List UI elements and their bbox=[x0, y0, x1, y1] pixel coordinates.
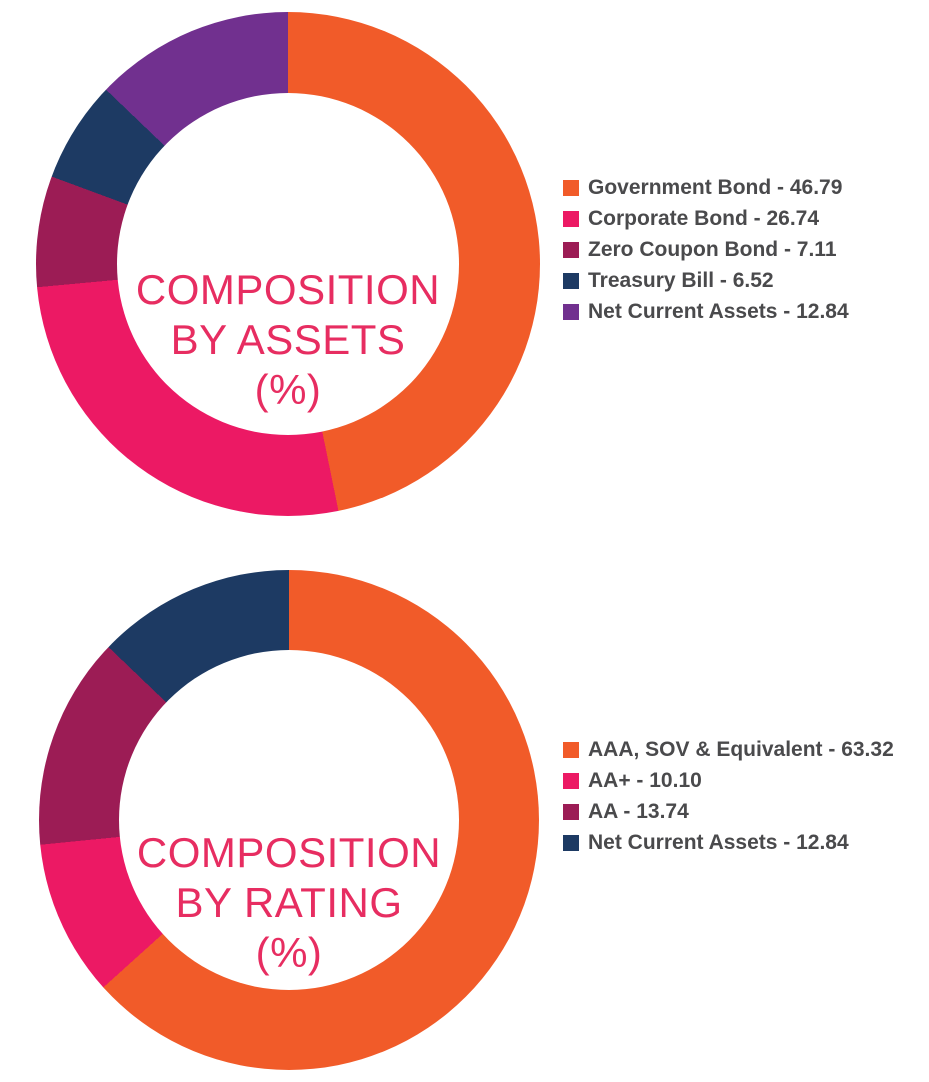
rating-title-line-1: COMPOSITION bbox=[136, 829, 442, 876]
legend-item: AA+ - 10.10 bbox=[563, 765, 915, 796]
legend-label: Treasury Bill - 6.52 bbox=[588, 269, 774, 292]
legend-label: Zero Coupon Bond - 7.11 bbox=[588, 238, 837, 261]
legend-label: Corporate Bond - 26.74 bbox=[588, 207, 820, 230]
legend-swatch bbox=[563, 211, 579, 227]
legend-swatch bbox=[563, 304, 579, 320]
legend-label: Net Current Assets - 12.84 bbox=[588, 300, 849, 323]
legend-swatch bbox=[563, 835, 579, 851]
assets-title-line-2: BY ASSETS bbox=[170, 316, 406, 363]
legend-item: Government Bond - 46.79 bbox=[563, 172, 915, 203]
rating-title-line-3: (%) bbox=[255, 929, 323, 976]
rating-donut-chart: COMPOSITION BY RATING (%) bbox=[39, 570, 539, 1070]
legend-swatch bbox=[563, 742, 579, 758]
assets-donut-chart: COMPOSITION BY ASSETS (%) bbox=[36, 12, 540, 516]
legend-item: Net Current Assets - 12.84 bbox=[563, 296, 915, 327]
legend-label: AA+ - 10.10 bbox=[588, 769, 702, 792]
legend-swatch bbox=[563, 180, 579, 196]
legend-swatch bbox=[563, 242, 579, 258]
legend-swatch bbox=[563, 773, 579, 789]
legend-label: Government Bond - 46.79 bbox=[588, 176, 843, 199]
rating-center-title: COMPOSITION BY RATING (%) bbox=[39, 828, 539, 978]
assets-title-line-1: COMPOSITION bbox=[135, 266, 441, 313]
rating-legend: AAA, SOV & Equivalent - 63.32 AA+ - 10.1… bbox=[563, 734, 915, 858]
assets-title-line-3: (%) bbox=[254, 366, 322, 413]
legend-item: AAA, SOV & Equivalent - 63.32 bbox=[563, 734, 915, 765]
rating-donut-hole bbox=[119, 650, 459, 990]
legend-label: Net Current Assets - 12.84 bbox=[588, 831, 849, 854]
legend-item: Zero Coupon Bond - 7.11 bbox=[563, 234, 915, 265]
legend-item: Treasury Bill - 6.52 bbox=[563, 265, 915, 296]
legend-swatch bbox=[563, 273, 579, 289]
assets-legend: Government Bond - 46.79 Corporate Bond -… bbox=[563, 172, 915, 327]
assets-center-title: COMPOSITION BY ASSETS (%) bbox=[36, 265, 540, 415]
rating-title-line-2: BY RATING bbox=[175, 879, 403, 926]
legend-label: AA - 13.74 bbox=[588, 800, 689, 823]
legend-item: Net Current Assets - 12.84 bbox=[563, 827, 915, 858]
legend-swatch bbox=[563, 804, 579, 820]
legend-label: AAA, SOV & Equivalent - 63.32 bbox=[588, 738, 894, 761]
assets-donut-hole bbox=[116, 92, 460, 436]
legend-item: Corporate Bond - 26.74 bbox=[563, 203, 915, 234]
legend-item: AA - 13.74 bbox=[563, 796, 915, 827]
